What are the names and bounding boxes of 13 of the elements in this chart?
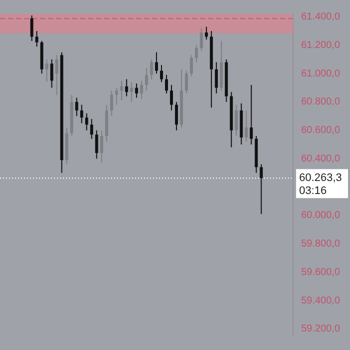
y-tick-label: 61.400,0 (301, 12, 340, 23)
y-tick-label: 59.400,0 (301, 295, 340, 306)
y-tick-label: 59.600,0 (301, 266, 340, 278)
ref-line-label: 60.263,3 (299, 172, 342, 184)
text: 03:16 (299, 185, 327, 198)
y-tick-label: 60.000,0 (301, 210, 340, 222)
y-tick-label: 61.200,0 (301, 40, 340, 51)
y-tick-label: 60.800,0 (301, 96, 340, 108)
y-tick-label: 59.800,0 (301, 238, 340, 250)
y-tick-label: 61.000,0 (301, 68, 340, 80)
y-tick-label: 59.200,0 (301, 324, 340, 335)
y-tick-label: 60.600,0 (301, 125, 340, 136)
y-tick-label: 60.400,0 (301, 153, 340, 164)
